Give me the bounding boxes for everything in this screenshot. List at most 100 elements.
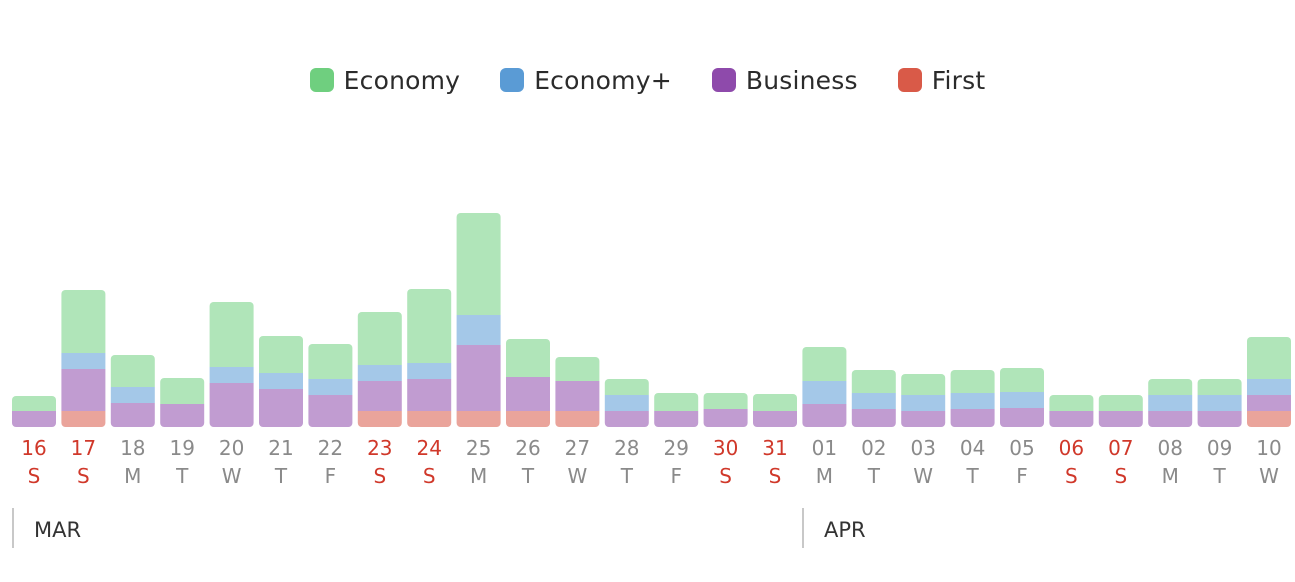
bar-segment-business[interactable]	[654, 411, 699, 427]
bar-segment-first[interactable]	[506, 411, 550, 427]
bar-segment-economy-plus[interactable]	[308, 379, 353, 395]
bar-segment-business[interactable]	[61, 369, 106, 411]
bar-segment-first[interactable]	[1247, 411, 1291, 427]
bar-segment-economy[interactable]	[506, 339, 550, 377]
bar-25[interactable]	[456, 213, 501, 427]
bar-segment-economy-plus[interactable]	[407, 363, 452, 379]
bar-segment-economy[interactable]	[555, 357, 600, 381]
bar-segment-economy[interactable]	[12, 396, 56, 411]
legend-item-first[interactable]: First	[897, 66, 986, 95]
bar-05[interactable]	[1000, 368, 1044, 427]
bar-segment-economy[interactable]	[61, 290, 106, 353]
bar-21[interactable]	[259, 336, 303, 427]
bar-segment-economy[interactable]	[1049, 395, 1094, 411]
bar-segment-economy-plus[interactable]	[61, 353, 106, 369]
bar-segment-economy[interactable]	[901, 374, 946, 395]
bar-segment-economy[interactable]	[851, 370, 896, 393]
bar-31[interactable]	[753, 394, 797, 427]
bar-segment-business[interactable]	[259, 389, 303, 427]
bar-segment-economy-plus[interactable]	[1148, 395, 1193, 411]
bar-segment-economy[interactable]	[1197, 379, 1242, 395]
bar-segment-economy[interactable]	[950, 370, 995, 393]
bar-29[interactable]	[654, 393, 699, 427]
bar-08[interactable]	[1148, 379, 1193, 427]
bar-segment-economy[interactable]	[357, 312, 402, 365]
bar-segment-economy[interactable]	[802, 347, 847, 381]
bar-07[interactable]	[1098, 395, 1143, 427]
bar-segment-business[interactable]	[1000, 408, 1044, 427]
bar-segment-economy-plus[interactable]	[1197, 395, 1242, 411]
bar-segment-business[interactable]	[604, 411, 649, 427]
bar-segment-economy[interactable]	[209, 302, 254, 367]
bar-segment-business[interactable]	[703, 409, 748, 427]
bar-30[interactable]	[703, 393, 748, 427]
bar-segment-business[interactable]	[160, 404, 205, 427]
bar-segment-economy[interactable]	[407, 289, 452, 363]
bar-segment-business[interactable]	[506, 377, 550, 411]
bar-20[interactable]	[209, 302, 254, 427]
bar-segment-economy[interactable]	[1247, 337, 1291, 379]
bar-segment-economy-plus[interactable]	[851, 393, 896, 409]
bar-segment-economy[interactable]	[160, 378, 205, 404]
bar-segment-first[interactable]	[407, 411, 452, 427]
bar-segment-business[interactable]	[407, 379, 452, 411]
bar-segment-economy[interactable]	[1148, 379, 1193, 395]
bar-16[interactable]	[12, 396, 56, 427]
bar-segment-business[interactable]	[357, 381, 402, 411]
bar-09[interactable]	[1197, 379, 1242, 427]
bar-18[interactable]	[110, 355, 155, 427]
bar-segment-economy-plus[interactable]	[1247, 379, 1291, 395]
bar-segment-business[interactable]	[753, 411, 797, 427]
bar-segment-business[interactable]	[851, 409, 896, 427]
bar-01[interactable]	[802, 347, 847, 427]
bar-27[interactable]	[555, 357, 600, 427]
bar-segment-economy-plus[interactable]	[259, 373, 303, 389]
bar-segment-first[interactable]	[456, 411, 501, 427]
bar-segment-economy-plus[interactable]	[357, 365, 402, 381]
bar-segment-business[interactable]	[1148, 411, 1193, 427]
bar-segment-economy[interactable]	[703, 393, 748, 409]
bar-segment-economy-plus[interactable]	[110, 387, 155, 403]
bar-segment-business[interactable]	[1197, 411, 1242, 427]
bar-segment-economy-plus[interactable]	[950, 393, 995, 409]
bar-segment-business[interactable]	[1247, 395, 1291, 411]
bar-segment-business[interactable]	[901, 411, 946, 427]
bar-segment-economy-plus[interactable]	[604, 395, 649, 411]
bar-19[interactable]	[160, 378, 205, 427]
bar-segment-business[interactable]	[555, 381, 600, 411]
bar-segment-economy[interactable]	[110, 355, 155, 387]
legend-item-economy-plus[interactable]: Economy+	[500, 66, 672, 95]
bar-segment-economy-plus[interactable]	[901, 395, 946, 411]
bar-segment-business[interactable]	[110, 403, 155, 427]
bar-segment-business[interactable]	[1049, 411, 1094, 427]
bar-23[interactable]	[357, 312, 402, 427]
bar-segment-economy[interactable]	[604, 379, 649, 395]
bar-02[interactable]	[851, 370, 896, 427]
bar-segment-economy[interactable]	[753, 394, 797, 411]
bar-28[interactable]	[604, 379, 649, 427]
bar-24[interactable]	[407, 289, 452, 427]
bar-segment-economy-plus[interactable]	[456, 315, 501, 345]
bar-segment-business[interactable]	[802, 404, 847, 427]
bar-03[interactable]	[901, 374, 946, 427]
bar-26[interactable]	[506, 339, 550, 427]
bar-segment-first[interactable]	[61, 411, 106, 427]
bar-segment-economy[interactable]	[654, 393, 699, 411]
legend-item-economy[interactable]: Economy	[309, 66, 461, 95]
bar-segment-business[interactable]	[12, 411, 56, 427]
bar-segment-business[interactable]	[1098, 411, 1143, 427]
bar-segment-economy[interactable]	[1098, 395, 1143, 411]
bar-04[interactable]	[950, 370, 995, 427]
bar-segment-business[interactable]	[209, 383, 254, 427]
bar-segment-economy-plus[interactable]	[802, 381, 847, 404]
bar-segment-economy[interactable]	[308, 344, 353, 379]
bar-segment-economy[interactable]	[1000, 368, 1044, 392]
bar-segment-business[interactable]	[308, 395, 353, 427]
bar-segment-economy[interactable]	[259, 336, 303, 373]
bar-segment-business[interactable]	[950, 409, 995, 427]
bar-segment-first[interactable]	[357, 411, 402, 427]
bar-17[interactable]	[61, 290, 106, 427]
bar-22[interactable]	[308, 344, 353, 427]
bar-segment-economy-plus[interactable]	[1000, 392, 1044, 408]
bar-segment-business[interactable]	[456, 345, 501, 411]
